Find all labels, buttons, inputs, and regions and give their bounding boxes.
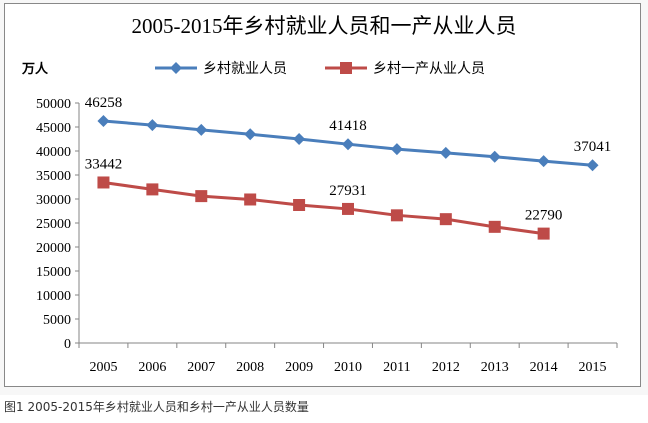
data-point	[195, 190, 208, 203]
y-tick-label: 45000	[36, 121, 71, 136]
series-line	[103, 180, 544, 236]
data-point	[97, 114, 110, 127]
chart-border	[4, 3, 641, 387]
data-point	[586, 159, 599, 172]
data-point	[195, 123, 208, 136]
y-tick-label: 20000	[36, 241, 71, 256]
data-label: 41418	[329, 118, 367, 134]
data-point	[537, 227, 550, 240]
x-tick-label: 2012	[432, 360, 460, 375]
y-tick-label: 30000	[36, 193, 71, 208]
diamond-marker	[170, 62, 182, 74]
x-tick-label: 2009	[285, 360, 313, 375]
chart-frame: 2005-2015年乡村就业人员和一产从业人员 万人 乡村就业人员 乡村一产从业人…	[4, 3, 641, 387]
data-point	[342, 202, 354, 215]
data-label: 37041	[574, 139, 612, 155]
data-point	[97, 176, 110, 189]
data-point	[537, 155, 550, 168]
data-point	[146, 119, 159, 132]
y-tick-label: 35000	[36, 169, 71, 184]
x-tick-label: 2014	[530, 360, 558, 375]
series-layer: 46258 41418 37041 33442 27931 22790	[85, 95, 612, 240]
x-tick-label: 2013	[481, 360, 509, 375]
data-point	[390, 209, 403, 222]
data-point	[293, 199, 306, 211]
legend: 乡村就业人员 乡村一产从业人员	[155, 61, 485, 77]
series-1: 46258 41418 37041	[85, 95, 612, 172]
data-point	[488, 220, 501, 233]
data-point	[146, 183, 159, 196]
y-axis-unit: 万人	[21, 61, 49, 77]
y-tick-label: 50000	[36, 97, 71, 112]
x-tick-label: 2015	[579, 360, 607, 375]
y-tick-label: 25000	[36, 217, 71, 232]
x-tick-label: 2010	[334, 360, 362, 375]
data-point	[390, 143, 403, 156]
chart-title: 2005-2015年乡村就业人员和一产从业人员	[132, 14, 517, 38]
legend-item-2: 乡村一产从业人员	[325, 61, 485, 77]
data-point	[488, 150, 501, 163]
y-tick-label: 0	[64, 337, 71, 352]
data-point	[244, 128, 257, 141]
y-tick-label: 10000	[36, 289, 71, 304]
legend-item-1: 乡村就业人员	[155, 61, 287, 77]
x-tick-label: 2011	[383, 360, 410, 375]
line-chart: 2005-2015年乡村就业人员和一产从业人员 万人 乡村就业人员 乡村一产从业人…	[4, 3, 641, 387]
x-tick-label: 2006	[138, 360, 166, 375]
x-tick-label: 2007	[187, 360, 215, 375]
data-label: 46258	[85, 95, 123, 111]
series-2: 33442 27931 22790	[85, 156, 563, 240]
x-tick-label: 2008	[236, 360, 264, 375]
data-label: 27931	[329, 183, 367, 199]
figure-caption: 图1 2005-2015年乡村就业人员和乡村一产从业人员数量	[4, 400, 309, 414]
data-point	[293, 133, 306, 145]
data-point	[244, 193, 257, 206]
x-tick-label: 2005	[89, 360, 117, 375]
data-point	[439, 213, 452, 226]
data-point	[439, 146, 452, 159]
y-tick-label: 5000	[43, 313, 71, 328]
data-label: 33442	[85, 156, 123, 172]
y-tick-label: 15000	[36, 265, 71, 280]
axes: 0 5000 10000 15000 20000 25000 30000 35000 40000…	[36, 97, 618, 375]
data-label: 22790	[525, 208, 563, 224]
legend-label: 乡村就业人员	[203, 61, 287, 77]
legend-label: 乡村一产从业人员	[373, 61, 485, 77]
square-marker	[340, 62, 352, 74]
data-point	[342, 138, 354, 151]
y-tick-label: 40000	[36, 145, 71, 160]
